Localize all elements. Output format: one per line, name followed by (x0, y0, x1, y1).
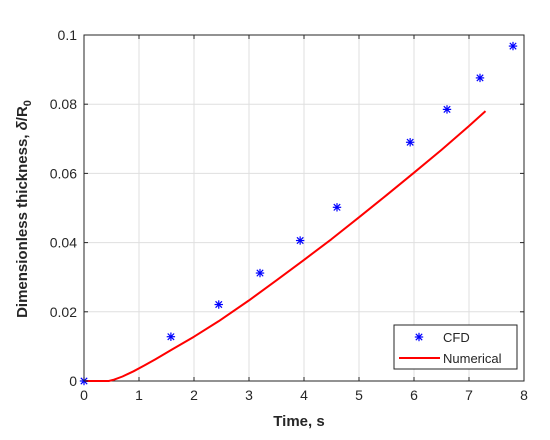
legend: CFD Numerical (393, 324, 518, 370)
y-tick-label: 0.06 (50, 165, 77, 181)
y-axis-title-delta: δ (14, 120, 31, 130)
data-point-cfd (255, 268, 265, 278)
y-tick-label: 0 (69, 373, 77, 389)
y-axis-title: Dimensionless thickness, δ/R0 (14, 100, 34, 318)
x-tick-label: 8 (520, 387, 528, 403)
data-point-cfd (442, 105, 452, 114)
x-tick-label: 2 (190, 387, 198, 403)
data-point-cfd (214, 300, 223, 309)
y-axis-title-subscript: 0 (22, 100, 34, 106)
data-point-cfd (295, 236, 305, 245)
y-axis-title-slash: /R (14, 106, 31, 121)
data-point-cfd (332, 203, 342, 212)
legend-label-cfd: CFD (443, 330, 470, 345)
series-line-numerical (84, 110, 487, 382)
grid (83, 34, 525, 382)
legend-label-numerical: Numerical (443, 351, 502, 366)
y-tick-label: 0.02 (50, 304, 77, 320)
x-axis-title: Time, s (273, 413, 324, 430)
x-tick-label: 3 (245, 387, 253, 403)
y-tick-label: 0.08 (50, 96, 77, 112)
legend-marker-cfd (414, 332, 424, 342)
x-tick-label: 0 (80, 387, 88, 403)
y-tick-label: 0.04 (50, 235, 77, 251)
data-point-cfd (405, 138, 415, 147)
data-point-cfd (508, 41, 518, 51)
x-tick-label: 4 (300, 387, 308, 403)
legend-box (393, 324, 518, 370)
y-tick-label: 0.1 (58, 27, 78, 43)
x-tick-label: 5 (355, 387, 363, 403)
data-point-cfd (475, 73, 485, 83)
x-tick-label: 6 (410, 387, 418, 403)
y-axis-title-main: Dimensionless thickness, (14, 130, 31, 318)
ticks-layer: 0 1 2 3 4 5 6 7 8 0 0.02 0.04 0.06 0.08 0.1 (50, 27, 528, 403)
x-tick-label: 1 (135, 387, 143, 403)
data-point-cfd (166, 332, 176, 341)
legend-asterisk-cfd (414, 332, 424, 342)
x-tick-label: 7 (465, 387, 473, 403)
